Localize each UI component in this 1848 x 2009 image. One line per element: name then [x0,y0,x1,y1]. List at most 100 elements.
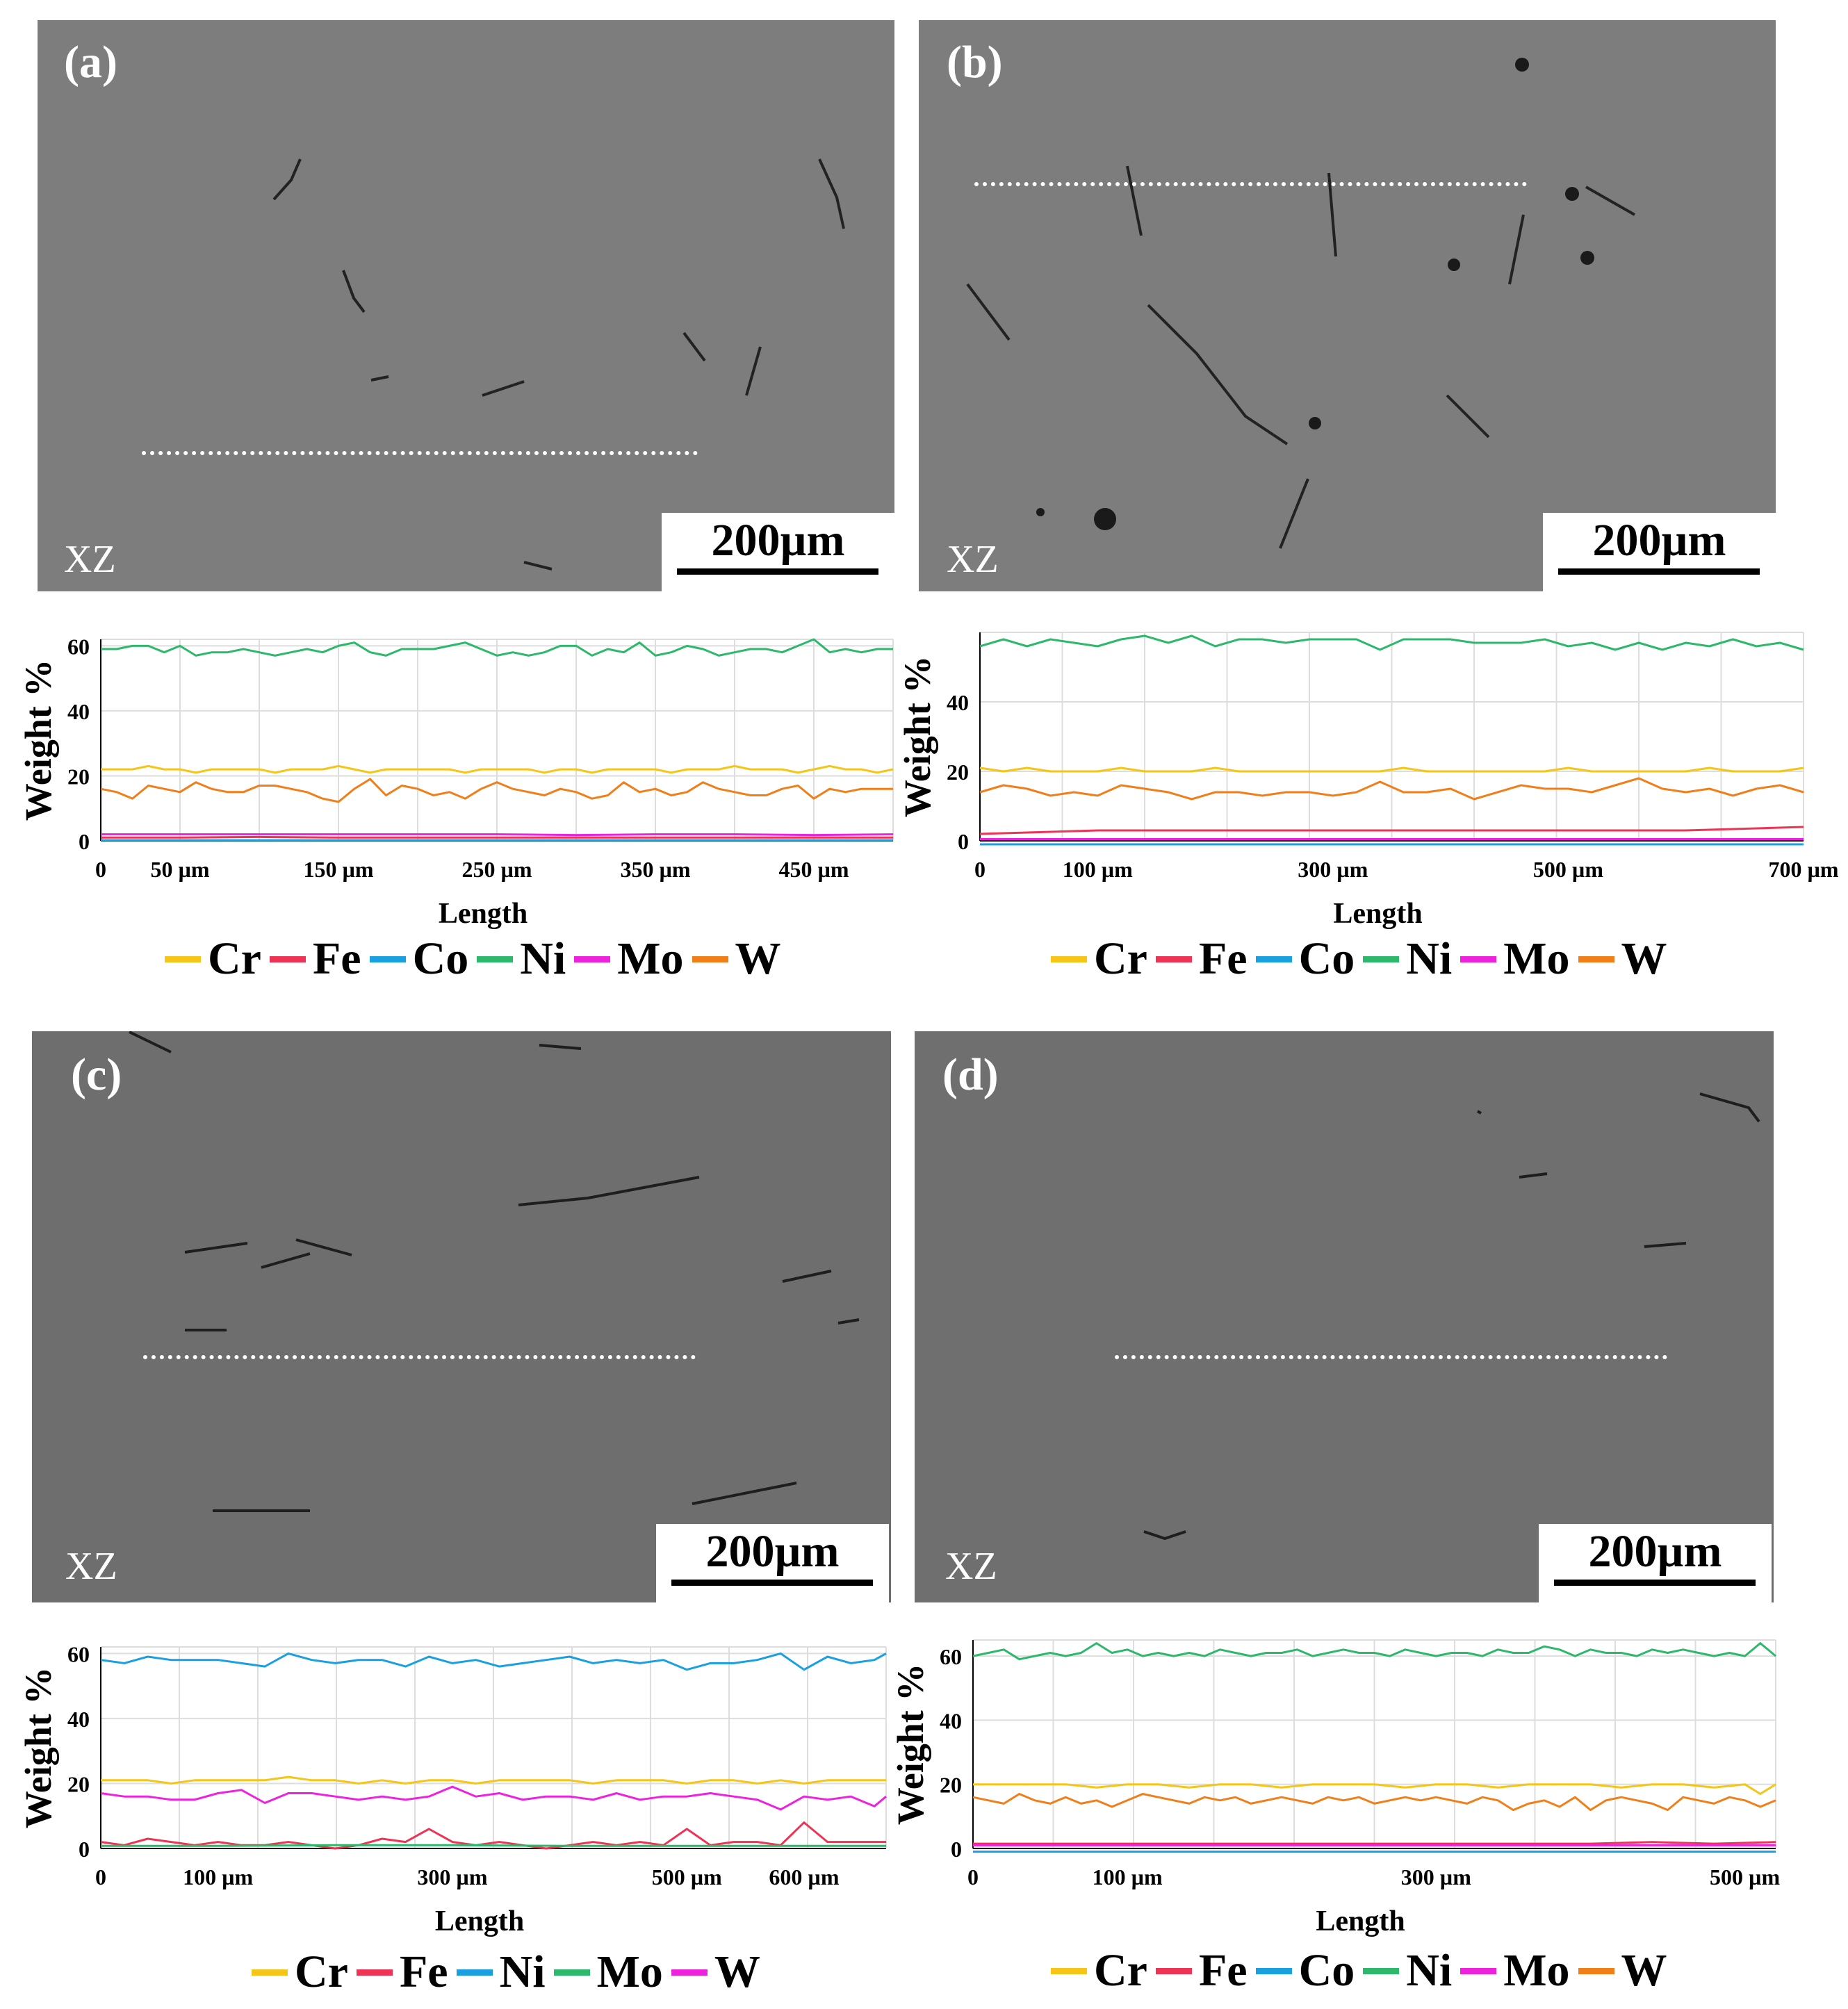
y-tick-label: 60 [67,634,90,659]
legend-label-w: W [735,933,781,984]
x-tick-label: 100 µm [1093,1864,1163,1889]
y-tick-label: 0 [958,829,969,854]
legend-label-fe: Fe [1198,1945,1248,1996]
legend-label-co: Co [412,933,469,984]
y-tick-label: 20 [67,1771,90,1796]
line-scan-chart-c: 0 20 40 60 0 100 µm 300 µm 500 µm 600 µm Weight %… [17,1641,887,1937]
panel-tag: (c) [71,1049,122,1100]
legend-label-mo: Mo [596,1946,663,1997]
x-tick-label: 700 µm [1768,857,1838,882]
x-tick-label: 300 µm [417,1864,487,1889]
series-line-cr [101,764,894,774]
scale-bar-line [1558,568,1760,575]
legend-label-ni: Ni [1406,933,1453,984]
scale-bar-label: 200µm [1592,515,1726,566]
y-tick-label: 20 [940,1773,962,1798]
x-axis-label: Length [1316,1905,1405,1937]
view-label: XZ [65,1545,117,1588]
legend-label-co: Co [1298,1945,1355,1996]
y-tick-label: 40 [67,1707,90,1732]
x-tick-label: 350 µm [620,857,690,882]
crack-features-b [966,58,1635,549]
scale-bar-line [1554,1580,1756,1586]
y-tick-label: 40 [67,699,90,724]
x-tick-label: 500 µm [652,1864,722,1889]
x-tick-label: 0 [95,857,106,882]
series-line-fe [973,1841,1776,1845]
legend-swatch-fe [1155,956,1192,962]
view-label: XZ [945,1545,997,1588]
y-tick-label: 0 [79,1837,90,1862]
y-tick-label: 0 [951,1837,962,1862]
x-tick-label: 0 [974,857,986,882]
x-tick-label: 500 µm [1710,1864,1780,1889]
view-label: XZ [64,538,116,581]
scale-bar-line [677,568,878,575]
sem-image-a: (a) XZ 200µm [38,20,894,591]
legend-swatch-ni [1363,1967,1400,1974]
line-scan-path [974,182,1527,186]
legend-b: Cr Fe Co Ni Mo W [1042,933,1667,985]
legend-label-cr: Cr [1094,933,1147,984]
y-tick-label: 0 [79,829,90,854]
legend-label-fe: Fe [1198,933,1248,984]
scale-bar: 200µm [1539,1524,1772,1602]
legend-swatch-co [1255,956,1292,962]
series-line-mo [101,1844,886,1847]
scale-bar-line [671,1580,873,1586]
y-axis-label: Weight % [17,1667,59,1829]
panel-tag: (a) [64,37,117,88]
x-tick-label: 0 [95,1864,106,1889]
y-tick-label: 60 [940,1644,962,1669]
legend-label-w: W [1621,1945,1667,1996]
series-line-cr [973,1783,1776,1795]
crack-features-d [1143,1092,1760,1541]
legend-label-cr: Cr [1094,1945,1147,1996]
x-tick-label: 300 µm [1401,1864,1471,1889]
series-line-fe [979,826,1804,835]
series-line-w [100,1785,887,1811]
scale-bar-label: 200µm [711,515,845,566]
x-tick-label: 0 [967,1864,979,1889]
legend-c: Cr Fe Ni Mo W [243,1946,760,1999]
legend-d: Cr Fe Co Ni Mo W [1042,1944,1667,1997]
x-tick-label: 300 µm [1298,857,1368,882]
x-tick-label: 600 µm [769,1864,839,1889]
series-line-w [972,1793,1776,1812]
x-tick-label: 250 µm [461,857,532,882]
legend-swatch-w [1578,1967,1614,1974]
series-line-ni [972,1642,1776,1661]
scale-bar-label: 200µm [1588,1526,1722,1577]
line-scan-chart-d: 0 20 40 60 0 100 µm 300 µm 500 µm Weight % Length [890,1639,1780,1937]
x-tick-label: 150 µm [303,857,373,882]
legend-label-w: W [714,1946,760,1997]
series-line-cr [979,766,1804,773]
line-scan-path [142,451,698,455]
sem-image-d: (d) XZ 200µm [915,1031,1774,1602]
view-label: XZ [947,538,999,581]
y-axis-label: Weight % [17,659,59,821]
line-scan-chart-a: 0 20 40 60 0 50 µm 150 µm 250 µm 350 µm 450 µm Wei… [17,634,894,930]
legend-label-mo: Mo [1503,933,1570,984]
scale-bar: 200µm [662,513,894,591]
legend-label-w: W [1621,933,1667,984]
legend-swatch-co [369,956,406,962]
scale-bar-label: 200µm [705,1526,840,1577]
series-line-ni [979,634,1804,651]
y-axis-label: Weight % [890,1664,931,1826]
legend-swatch-mo [553,1969,590,1976]
legend-label-cr: Cr [295,1946,348,1997]
legend-label-mo: Mo [1503,1945,1570,1996]
legend-swatch-w [671,1969,708,1976]
legend-swatch-mo [1460,956,1497,962]
legend-label-cr: Cr [208,933,261,984]
crack-features-c [129,1031,860,1512]
legend-label-ni: Ni [1406,1945,1453,1996]
legend-label-fe: Fe [399,1946,448,1997]
y-tick-label: 40 [947,690,969,715]
y-axis-label: Weight % [897,656,938,818]
legend-swatch-co [1255,1967,1292,1974]
legend-a: Cr Fe Co Ni Mo W [156,933,781,985]
legend-swatch-cr [165,956,201,962]
gridlines [100,639,894,842]
